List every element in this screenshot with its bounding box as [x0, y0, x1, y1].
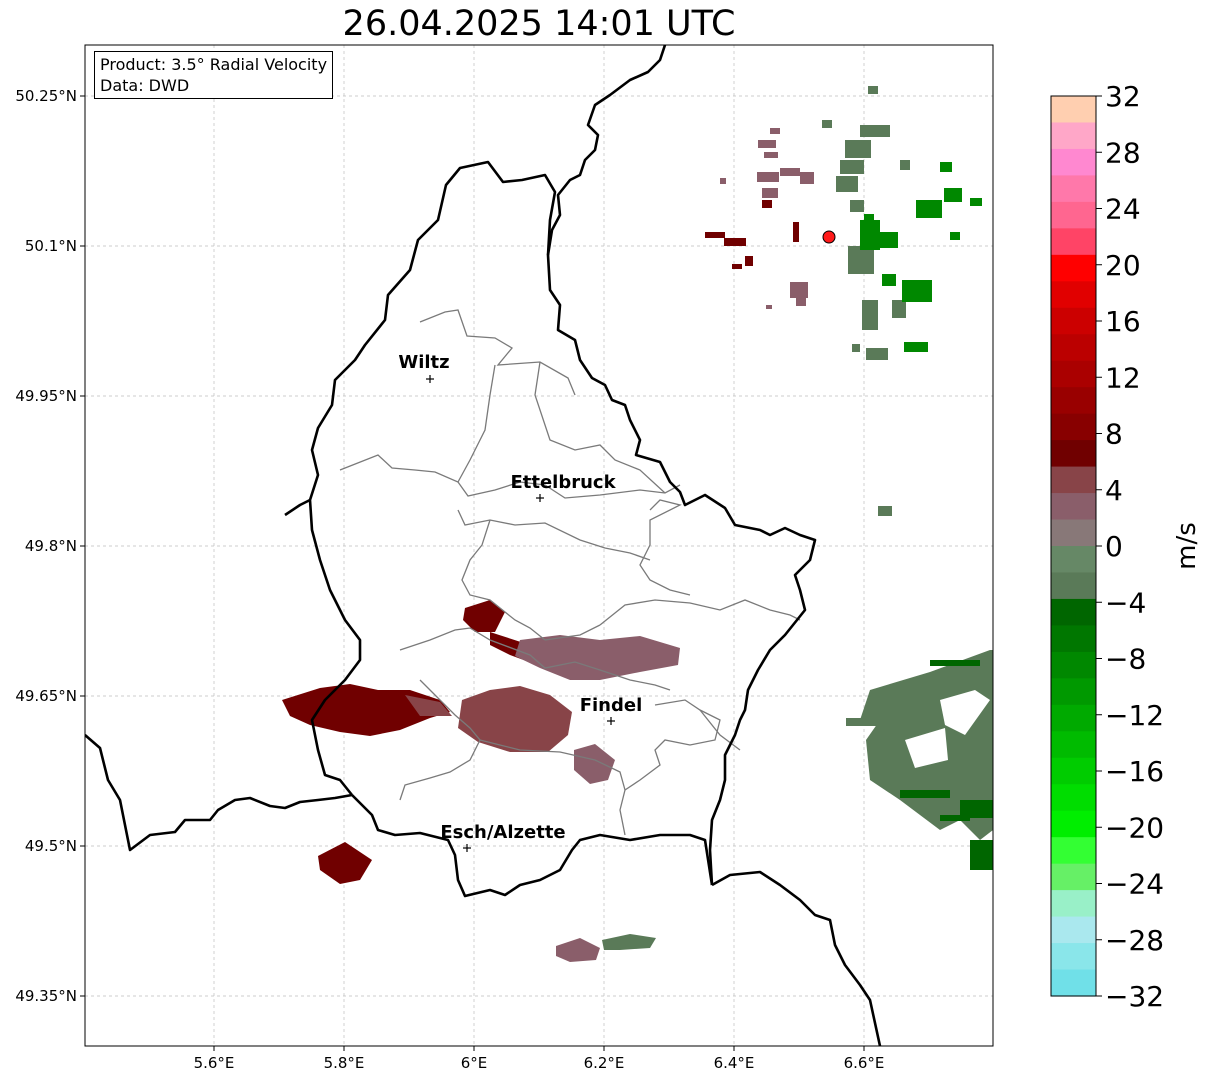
colorbar-swatch: [1051, 148, 1096, 177]
colorbar-swatch: [1051, 307, 1096, 335]
colorbar-swatch: [1051, 440, 1096, 468]
colorbar-swatches: [1051, 96, 1096, 997]
colorbar-swatch: [1051, 228, 1096, 256]
colorbar-swatch: [1051, 810, 1096, 838]
colorbar-tick-label: 24: [1105, 193, 1141, 226]
colorbar-swatch: [1051, 625, 1096, 653]
lat-tick-label: 49.8°N: [25, 537, 77, 555]
map-title: 26.04.2025 14:01 UTC: [342, 4, 736, 44]
colorbar-swatch: [1051, 281, 1096, 309]
lon-tick-label: 6.4°E: [714, 1054, 755, 1072]
lat-axis-ticks: [80, 95, 85, 997]
colorbar-tick-label: −20: [1105, 811, 1164, 844]
velocity-echoes-east: [846, 650, 993, 870]
colorbar-label: m/s: [1172, 522, 1202, 570]
lon-tick-label: 6.2°E: [584, 1054, 625, 1072]
colorbar-swatch: [1051, 651, 1096, 679]
colorbar-swatch: [1051, 334, 1096, 362]
colorbar-tick-label: −4: [1105, 586, 1146, 619]
colorbar-tick-label: −24: [1105, 868, 1164, 901]
city-label-wiltz: Wiltz: [398, 352, 449, 373]
lat-tick-label: 50.1°N: [25, 237, 77, 255]
data-source-label: Data: DWD: [100, 76, 190, 95]
colorbar-tick-label: 16: [1105, 305, 1141, 338]
colorbar-swatch: [1051, 731, 1096, 759]
lon-axis-ticks: [213, 1046, 865, 1051]
city-label-findel: Findel: [580, 695, 643, 716]
lat-tick-label: 49.65°N: [15, 687, 77, 705]
colorbar-tick-label: −16: [1105, 755, 1164, 788]
colorbar-swatch: [1051, 175, 1096, 203]
national-borders: [85, 45, 882, 1046]
colorbar-tick-label: 32: [1105, 80, 1141, 113]
colorbar-tick-label: −12: [1105, 699, 1164, 732]
radar-site-marker: [822, 230, 836, 244]
city-ettelbruck: Ettelbruck: [510, 472, 617, 502]
colorbar-tick-label: 20: [1105, 249, 1141, 282]
colorbar-tick-label: 28: [1105, 136, 1141, 169]
lon-tick-label: 6°E: [461, 1054, 488, 1072]
colorbar-swatch: [1051, 890, 1096, 918]
lon-tick-label: 5.6°E: [194, 1054, 235, 1072]
colorbar-swatch: [1051, 466, 1096, 494]
gridlines: [85, 45, 993, 1046]
lat-tick-label: 49.35°N: [15, 987, 77, 1005]
colorbar-swatch: [1051, 784, 1096, 812]
city-wiltz: Wiltz: [398, 352, 450, 383]
colorbar-swatch: [1051, 387, 1096, 415]
city-label-ettelbruck: Ettelbruck: [510, 472, 616, 493]
colorbar-tick-label: 0: [1105, 530, 1123, 563]
colorbar-swatch: [1051, 519, 1096, 547]
colorbar-swatch: [1051, 969, 1096, 997]
lat-tick-label: 50.25°N: [15, 87, 77, 105]
colorbar-swatch: [1051, 757, 1096, 785]
colorbar-ticks: 32 28 24 20 16 12 8 4 0 −4 −8 −12 −16 −20 −24 −28 −32: [1096, 80, 1164, 1013]
city-findel: Findel: [580, 695, 643, 725]
colorbar-swatch: [1051, 96, 1096, 124]
colorbar-tick-label: 8: [1105, 418, 1123, 451]
colorbar-swatch: [1051, 916, 1096, 944]
lat-tick-labels: 50.25°N 50.1°N 49.95°N 49.8°N 49.65°N 49…: [15, 87, 77, 1005]
product-label: Product: 3.5° Radial Velocity: [100, 55, 328, 74]
colorbar-tick-label: −32: [1105, 980, 1164, 1013]
colorbar-swatch: [1051, 413, 1096, 441]
colorbar-swatch: [1051, 546, 1096, 574]
lat-tick-label: 49.95°N: [15, 387, 77, 405]
colorbar-swatch: [1051, 360, 1096, 388]
city-label-esch-alzette: Esch/Alzette: [440, 822, 565, 843]
colorbar-swatch: [1051, 863, 1096, 891]
canton-boundaries: [339, 309, 801, 836]
colorbar-swatch: [1051, 254, 1096, 282]
colorbar-tick-label: 4: [1105, 474, 1123, 507]
lon-tick-labels: 5.6°E 5.8°E 6°E 6.2°E 6.4°E 6.6°E: [194, 1054, 885, 1072]
velocity-echoes-luxembourg: [282, 600, 680, 962]
colorbar-swatch: [1051, 493, 1096, 521]
lon-tick-label: 6.6°E: [844, 1054, 885, 1072]
colorbar-tick-label: 12: [1105, 361, 1141, 394]
lat-tick-label: 49.5°N: [25, 837, 77, 855]
colorbar-swatch: [1051, 572, 1096, 600]
colorbar-swatch: [1051, 704, 1096, 732]
colorbar-swatch: [1051, 598, 1096, 627]
info-box: Product: 3.5° Radial Velocity Data: DWD: [94, 51, 334, 99]
colorbar-tick-label: −8: [1105, 643, 1146, 676]
colorbar-swatch: [1051, 837, 1096, 865]
city-esch-alzette: Esch/Alzette: [440, 822, 566, 852]
velocity-echoes-north: [705, 86, 982, 516]
colorbar-swatch: [1051, 943, 1096, 971]
lon-tick-label: 5.8°E: [324, 1054, 365, 1072]
colorbar-swatch: [1051, 122, 1096, 150]
colorbar-swatch: [1051, 678, 1096, 706]
colorbar-tick-label: −28: [1105, 924, 1164, 957]
colorbar-swatch: [1051, 201, 1096, 229]
